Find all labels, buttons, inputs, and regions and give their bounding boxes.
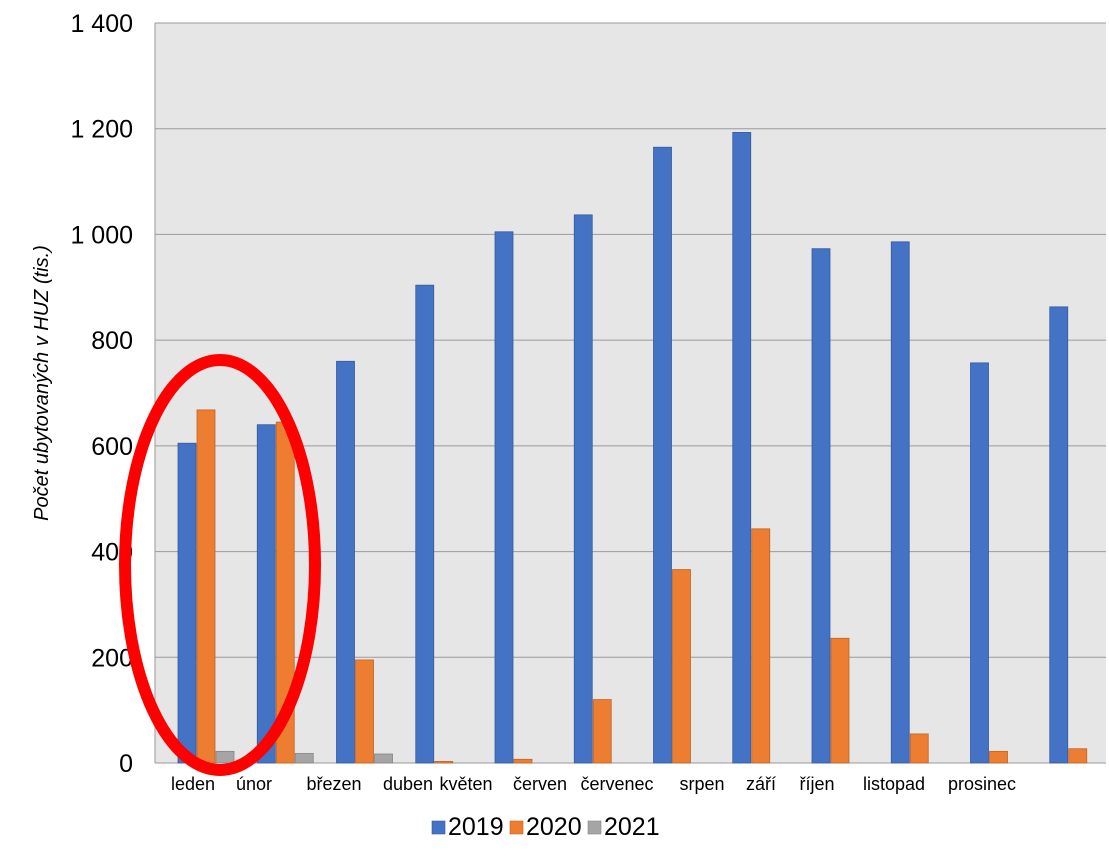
y-axis-title: Počet ubytovaných v HUZ (tis.)	[31, 245, 53, 521]
bar-2019-srpen	[732, 132, 752, 764]
legend-label-2019: 2019	[448, 813, 504, 841]
x-tick-label: únor	[236, 774, 272, 794]
legend-swatch-2020	[509, 820, 524, 835]
x-tick-label: duben	[383, 774, 433, 794]
legend-swatch-2019	[431, 820, 446, 835]
bar-2020-srpen	[751, 528, 771, 764]
x-tick-label: březen	[306, 774, 361, 794]
bar-2019-prosinec	[1049, 306, 1069, 764]
y-tick-label: 200	[91, 644, 133, 672]
x-tick-label: červenec	[580, 774, 653, 794]
y-tick-label: 1 400	[70, 10, 133, 38]
bar-2019-říjen	[890, 241, 910, 764]
x-tick-label: prosinec	[948, 774, 1016, 794]
bar-2019-listopad	[970, 362, 989, 764]
y-tick-label: 600	[91, 433, 133, 461]
bar-2020-duben	[434, 761, 454, 764]
bar-2020-červenec	[672, 569, 691, 764]
bar-2019-březen	[336, 360, 355, 764]
plot-area	[155, 23, 1106, 763]
bar-2019-září	[811, 248, 831, 764]
bar-2020-červen	[592, 699, 612, 764]
x-tick-label: říjen	[799, 774, 834, 794]
y-tick-label: 1 000	[70, 221, 133, 249]
bar-2021-březen	[374, 753, 393, 764]
bar-2019-červenec	[653, 146, 672, 764]
x-tick-label: květen	[439, 774, 492, 794]
bar-2020-září	[830, 637, 850, 764]
bar-2020-prosinec	[1068, 748, 1088, 764]
legend-swatch-2021	[587, 820, 602, 835]
bar-2019-leden	[177, 442, 197, 764]
x-tick-label: červen	[513, 774, 567, 794]
x-tick-label: září	[746, 774, 776, 794]
legend-label-2021: 2021	[604, 813, 660, 841]
bar-2019-duben	[415, 284, 435, 764]
highlight-ellipse	[119, 354, 321, 776]
bar-2020-listopad	[989, 750, 1008, 764]
y-tick-label: 800	[91, 327, 133, 355]
y-tick-label: 0	[119, 750, 133, 778]
x-tick-label: listopad	[863, 774, 925, 794]
legend-label-2020: 2020	[526, 813, 582, 841]
x-tick-label: leden	[171, 774, 215, 794]
bar-2019-únor	[256, 424, 276, 764]
bar-2020-leden	[196, 409, 216, 764]
bar-2021-leden	[215, 750, 235, 764]
bar-2019-květen	[494, 231, 514, 764]
bar-2019-červen	[573, 214, 593, 764]
bar-2020-říjen	[909, 733, 929, 764]
y-tick-label: 1 200	[70, 116, 133, 144]
bar-2021-únor	[294, 753, 314, 764]
bar-2020-květen	[513, 758, 533, 764]
bar-2020-březen	[355, 659, 374, 764]
x-tick-label: srpen	[679, 774, 724, 794]
